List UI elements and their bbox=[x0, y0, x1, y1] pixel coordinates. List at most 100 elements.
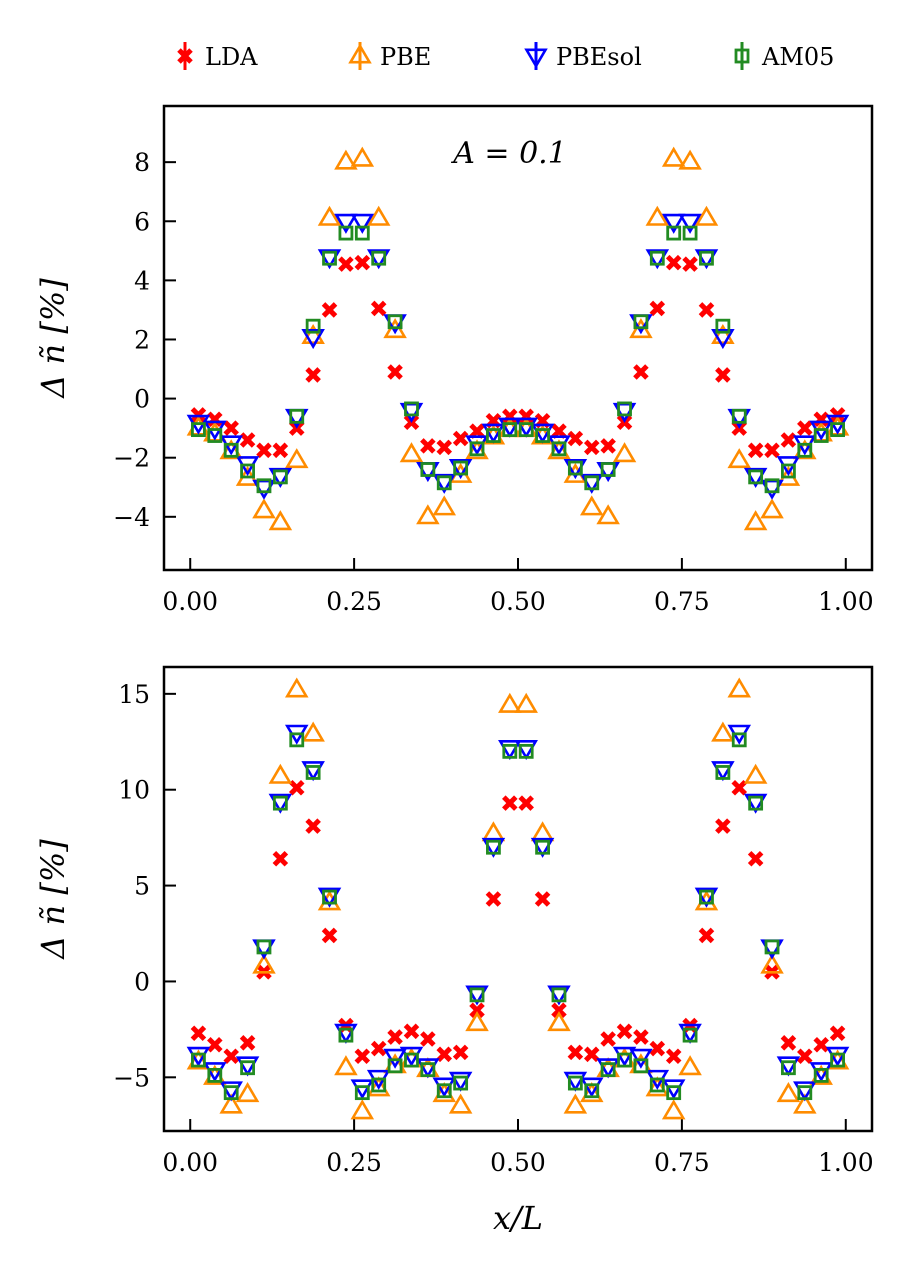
top-y-tick-label: −2 bbox=[113, 444, 150, 473]
top-axes-frame bbox=[162, 104, 874, 572]
bottom-lda-point bbox=[731, 780, 748, 796]
top-am05-point bbox=[338, 225, 354, 241]
bottom-pbe-point bbox=[219, 1093, 243, 1114]
bottom-lda-point bbox=[747, 850, 764, 867]
bottom-am05-point bbox=[748, 795, 764, 811]
bottom-am05-point bbox=[240, 1060, 255, 1076]
bottom-am05-point bbox=[371, 1077, 387, 1093]
top-pbe-point bbox=[612, 442, 637, 463]
legend-marker-pbesol bbox=[524, 48, 548, 69]
bottom-am05-point bbox=[272, 795, 288, 811]
top-pbe-point bbox=[645, 205, 670, 226]
top-am05-point bbox=[682, 225, 698, 241]
top-x-tick-label: 0.25 bbox=[326, 587, 382, 616]
bottom-lda-point bbox=[780, 1035, 797, 1051]
bottom-lda-point bbox=[239, 1035, 256, 1051]
bottom-am05-point bbox=[781, 1060, 796, 1076]
bottom-lda-point bbox=[190, 1025, 207, 1041]
bottom-am05-point bbox=[256, 939, 272, 955]
top-series-lda bbox=[190, 254, 846, 459]
top-am05-point bbox=[223, 442, 239, 458]
bottom-y-tick-label: −5 bbox=[113, 1063, 150, 1092]
top-x-tick-label: 0.00 bbox=[162, 587, 218, 616]
bottom-pbe-point bbox=[350, 1099, 375, 1120]
top-lda-point bbox=[747, 442, 764, 459]
top-lda-point bbox=[223, 420, 239, 436]
legend-marker-lda bbox=[177, 48, 193, 64]
top-pbe-point bbox=[743, 510, 768, 531]
bottom-lda-point bbox=[354, 1048, 371, 1064]
bottom-am05-point bbox=[617, 1052, 632, 1068]
top-lda-point bbox=[502, 408, 518, 425]
legend-label-am05: AM05 bbox=[761, 43, 834, 71]
top-lda-point bbox=[633, 364, 649, 380]
top-pbe-point bbox=[727, 448, 752, 469]
bottom-am05-point bbox=[289, 732, 305, 748]
top-x-tick-label: 0.50 bbox=[490, 587, 546, 616]
top-pbesol-point bbox=[661, 213, 686, 234]
top-am05-point bbox=[600, 462, 616, 477]
bottom-lda-point bbox=[551, 1002, 567, 1018]
top-lda-point bbox=[649, 300, 666, 317]
top-annotation: A = 0.1 bbox=[450, 136, 567, 171]
bottom-lda-point bbox=[633, 1029, 649, 1045]
bottom-pbe-point bbox=[301, 721, 325, 742]
top-series-am05 bbox=[191, 225, 845, 494]
top-lda-point bbox=[469, 423, 485, 439]
bottom-lda-point bbox=[518, 795, 534, 811]
bottom-lda-point bbox=[698, 927, 715, 944]
bottom-am05-point bbox=[584, 1083, 600, 1099]
bottom-lda-point bbox=[288, 780, 305, 796]
bottom-pbe-point bbox=[448, 1093, 473, 1114]
bottom-am05-point bbox=[354, 1085, 370, 1101]
bottom-lda-point bbox=[797, 1048, 813, 1064]
bottom-lda-point bbox=[813, 1036, 829, 1053]
bottom-lda-point bbox=[616, 1023, 633, 1040]
bottom-am05-point bbox=[502, 743, 518, 759]
bottom-pbe-point bbox=[743, 763, 768, 784]
bottom-pbesol-point bbox=[629, 1048, 653, 1069]
bottom-am05-point bbox=[338, 1027, 354, 1043]
top-lda-point bbox=[780, 432, 797, 448]
bottom-pbe-point bbox=[793, 1093, 817, 1114]
bottom-am05-point bbox=[305, 765, 321, 780]
top-pbe-point bbox=[432, 495, 457, 516]
bottom-pbe-point bbox=[711, 721, 735, 742]
bottom-x-tick-label: 1.00 bbox=[818, 1148, 874, 1177]
top-y-tick-label: −4 bbox=[113, 503, 150, 532]
top-pbe-point bbox=[678, 149, 702, 170]
bottom-pbe-point bbox=[235, 1082, 260, 1103]
bottom-lda-point bbox=[387, 1029, 403, 1045]
legend-item-lda: LDA bbox=[177, 42, 258, 71]
bottom-pbe-point bbox=[284, 677, 309, 698]
bottom-am05-point bbox=[764, 939, 780, 955]
bottom-pbesol-point bbox=[383, 1048, 407, 1069]
top-am05-point bbox=[322, 250, 337, 266]
bottom-pbe-point bbox=[760, 953, 784, 974]
top-lda-point bbox=[370, 300, 387, 317]
bottom-y-tick-label: 10 bbox=[118, 776, 150, 805]
bottom-x-tick-label: 0.00 bbox=[162, 1148, 218, 1177]
top-lda-point bbox=[715, 367, 731, 383]
bottom-am05-point bbox=[518, 743, 534, 759]
bottom-am05-point bbox=[666, 1085, 682, 1101]
bottom-series-lda bbox=[190, 780, 846, 1064]
top-pbesol-point bbox=[678, 213, 702, 234]
top-am05-point bbox=[207, 428, 223, 443]
top-am05-point bbox=[731, 408, 747, 424]
panel-bottom: 0.00 0.25 0.50 0.75 1.00 −5 0 5 10 15 Δ ñ [%] x/L bbox=[34, 665, 874, 1237]
bottom-x-tick-label: 0.75 bbox=[654, 1148, 710, 1177]
bottom-lda-point bbox=[600, 1031, 616, 1047]
top-lda-point bbox=[698, 302, 715, 318]
bottom-pbe-point bbox=[334, 1055, 358, 1076]
top-am05-point bbox=[420, 462, 436, 477]
bottom-am05-point bbox=[207, 1067, 223, 1083]
top-pbe-point bbox=[366, 205, 391, 226]
bottom-lda-point bbox=[829, 1025, 846, 1041]
top-am05-point bbox=[715, 318, 731, 334]
top-lda-point bbox=[600, 438, 616, 454]
top-pbesol-point bbox=[350, 213, 375, 234]
top-pbesol-point bbox=[334, 213, 358, 234]
bottom-pbe-point bbox=[547, 1011, 571, 1032]
top-am05-point bbox=[502, 422, 518, 438]
